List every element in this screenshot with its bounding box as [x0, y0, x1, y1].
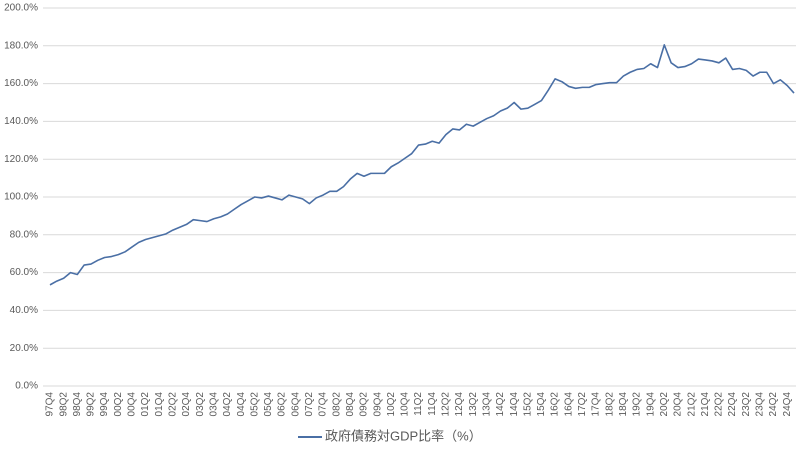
- x-tick-label: 01Q4: [154, 392, 165, 417]
- x-tick-label: 03Q4: [208, 392, 219, 417]
- y-tick-label: 160.0%: [4, 78, 38, 89]
- x-tick-label: 22Q2: [714, 392, 725, 417]
- x-tick-label: 15Q2: [522, 392, 533, 417]
- x-tick-label: 14Q2: [495, 392, 506, 417]
- x-tick-label: 99Q2: [86, 392, 97, 417]
- x-tick-label: 08Q4: [345, 392, 356, 417]
- x-tick-label: 11Q4: [427, 392, 438, 416]
- x-tick-label: 13Q4: [481, 392, 492, 417]
- x-tick-label: 19Q2: [632, 392, 643, 417]
- x-tick-label: 13Q2: [468, 392, 479, 417]
- x-tick-label: 04Q2: [222, 392, 233, 417]
- x-tick-label: 18Q4: [618, 392, 629, 417]
- x-tick-label: 10Q4: [400, 392, 411, 417]
- x-tick-label: 05Q2: [249, 392, 260, 417]
- x-tick-label: 24Q4: [782, 392, 793, 417]
- x-tick-label: 03Q2: [195, 392, 206, 417]
- x-tick-label: 01Q2: [140, 392, 151, 417]
- x-tick-label: 20Q2: [659, 392, 670, 417]
- y-tick-label: 80.0%: [10, 229, 38, 240]
- y-tick-label: 60.0%: [10, 267, 38, 278]
- x-tick-label: 09Q2: [359, 392, 370, 417]
- x-tick-label: 23Q2: [741, 392, 752, 417]
- x-tick-label: 02Q2: [168, 392, 179, 417]
- x-tick-label: 10Q2: [386, 392, 397, 417]
- x-tick-label: 21Q2: [686, 392, 697, 417]
- x-tick-label: 16Q4: [563, 392, 574, 417]
- x-tick-label: 16Q2: [550, 392, 561, 417]
- x-tick-label: 04Q4: [236, 392, 247, 417]
- x-tick-label: 00Q2: [113, 392, 124, 417]
- x-tick-label: 18Q2: [604, 392, 615, 417]
- x-tick-label: 20Q4: [673, 392, 684, 417]
- x-tick-label: 24Q2: [768, 392, 779, 417]
- x-tick-label: 11Q2: [413, 392, 424, 416]
- legend-label: 政府債務対GDP比率（%）: [325, 428, 482, 443]
- x-tick-label: 05Q4: [263, 392, 274, 417]
- x-tick-label: 07Q2: [304, 392, 315, 417]
- x-tick-label: 14Q4: [509, 392, 520, 417]
- x-tick-label: 00Q4: [127, 392, 138, 417]
- x-tick-label: 23Q4: [755, 392, 766, 417]
- x-tick-label: 19Q4: [645, 392, 656, 417]
- y-tick-label: 200.0%: [4, 3, 38, 14]
- x-tick-label: 09Q4: [372, 392, 383, 417]
- data-line: [49, 44, 795, 286]
- x-tick-label: 02Q4: [181, 392, 192, 417]
- x-tick-label: 07Q4: [318, 392, 329, 417]
- x-tick-label: 99Q4: [99, 392, 110, 417]
- y-tick-label: 180.0%: [4, 40, 38, 51]
- y-tick-label: 40.0%: [10, 305, 38, 316]
- x-tick-label: 21Q4: [700, 392, 711, 417]
- x-tick-label: 17Q4: [591, 392, 602, 417]
- x-tick-label: 06Q4: [290, 392, 301, 417]
- x-tick-label: 06Q2: [277, 392, 288, 417]
- x-tick-label: 17Q2: [577, 392, 588, 417]
- x-tick-label: 08Q2: [331, 392, 342, 417]
- y-tick-label: 100.0%: [4, 192, 38, 203]
- y-tick-label: 140.0%: [4, 116, 38, 127]
- y-tick-label: 120.0%: [4, 154, 38, 165]
- x-tick-label: 12Q4: [454, 392, 465, 417]
- x-tick-label: 97Q4: [45, 392, 56, 417]
- x-tick-label: 22Q4: [727, 392, 738, 417]
- x-tick-label: 12Q2: [441, 392, 452, 417]
- x-tick-label: 98Q2: [58, 392, 69, 417]
- y-tick-label: 0.0%: [15, 381, 38, 392]
- x-tick-label: 98Q4: [72, 392, 83, 417]
- x-tick-label: 15Q4: [536, 392, 547, 417]
- y-tick-label: 20.0%: [10, 343, 38, 354]
